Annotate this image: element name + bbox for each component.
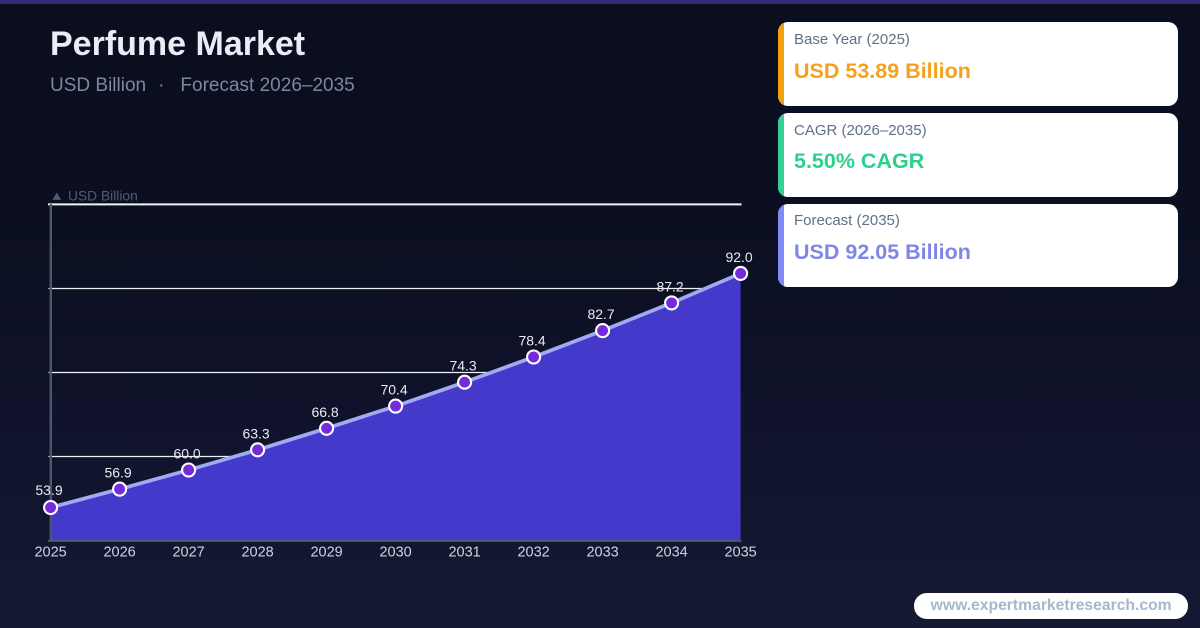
svg-text:2034: 2034 [655, 545, 687, 561]
svg-text:78.4: 78.4 [518, 333, 545, 349]
svg-text:2031: 2031 [448, 545, 480, 561]
svg-text:2033: 2033 [586, 545, 618, 561]
svg-text:74.3: 74.3 [449, 358, 476, 374]
svg-text:2026: 2026 [103, 545, 135, 561]
svg-text:70.4: 70.4 [380, 382, 407, 398]
svg-text:66.8: 66.8 [311, 404, 338, 420]
svg-text:60.0: 60.0 [173, 446, 200, 462]
svg-text:53.9: 53.9 [35, 482, 62, 498]
svg-text:2029: 2029 [310, 545, 342, 561]
svg-text:2025: 2025 [34, 545, 66, 561]
svg-text:2030: 2030 [379, 545, 411, 561]
svg-text:82.7: 82.7 [587, 306, 614, 322]
svg-text:2035: 2035 [724, 545, 756, 561]
svg-text:56.9: 56.9 [104, 465, 131, 481]
svg-text:2032: 2032 [517, 545, 549, 561]
svg-text:63.3: 63.3 [242, 425, 269, 441]
svg-text:87.2: 87.2 [656, 278, 683, 294]
svg-text:USD Billion: USD Billion [68, 189, 138, 204]
svg-text:2028: 2028 [241, 545, 273, 561]
svg-text:92.0: 92.0 [725, 249, 752, 265]
svg-text:2027: 2027 [172, 545, 204, 561]
